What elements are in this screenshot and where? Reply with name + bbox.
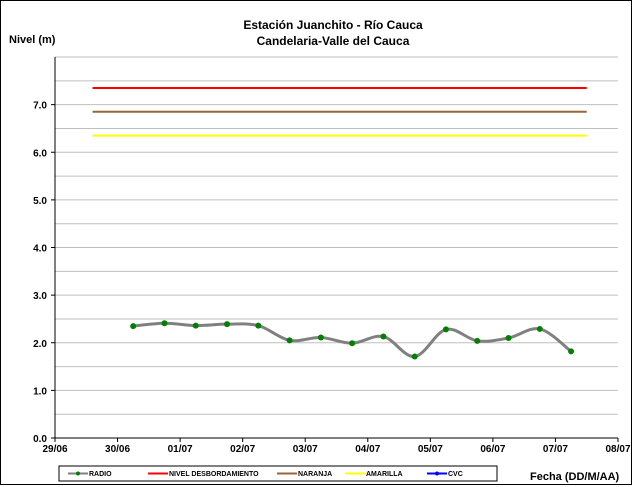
y-tick-label: 5.0	[33, 196, 47, 207]
data-point	[411, 353, 418, 360]
data-point	[255, 322, 262, 329]
x-tick-label: 08/07	[605, 444, 630, 455]
x-tick-label: 30/06	[105, 444, 130, 455]
y-tick-label: 6.0	[33, 148, 47, 159]
series-line-1	[133, 321, 573, 359]
y-tick-label: 0.0	[33, 434, 47, 445]
legend-label: RADIO	[89, 471, 112, 478]
y-tick-label: 4.0	[33, 244, 47, 255]
x-axis-title: Fecha (DD/M/AA)	[530, 471, 620, 483]
data-point	[192, 322, 199, 329]
y-tick-label: 3.0	[33, 291, 47, 302]
legend-marker	[76, 471, 80, 476]
data-point	[130, 323, 137, 330]
data-point	[161, 320, 168, 327]
data-point	[349, 340, 356, 347]
data-point	[224, 321, 231, 328]
data-point	[317, 334, 324, 341]
data-point	[505, 334, 512, 341]
data-point	[536, 325, 543, 332]
legend-marker	[435, 471, 439, 476]
legend-label: NARANJA	[298, 471, 332, 478]
x-tick-label: 07/07	[543, 444, 568, 455]
legend-label: NIVEL DESBORDAMIENTO	[169, 471, 259, 478]
y-tick-label: 1.0	[33, 386, 47, 397]
chart-title: Estación Juanchito - Río Cauca	[243, 18, 423, 32]
x-tick-label: 03/07	[293, 444, 318, 455]
legend-label: CVC	[448, 471, 463, 478]
y-tick-label: 7.0	[33, 101, 47, 112]
data-point	[568, 348, 575, 355]
x-tick-label: 04/07	[355, 444, 380, 455]
y-axis-title: Nivel (m)	[9, 34, 56, 46]
x-tick-label: 29/06	[42, 444, 67, 455]
data-point	[442, 326, 449, 333]
chart-subtitle: Candelaria-Valle del Cauca	[257, 34, 410, 48]
y-tick-label: 2.0	[33, 339, 47, 350]
x-tick-label: 01/07	[168, 444, 193, 455]
x-tick-label: 05/07	[418, 444, 443, 455]
data-point	[474, 337, 481, 344]
x-tick-label: 02/07	[230, 444, 255, 455]
data-point	[380, 333, 387, 340]
data-point	[286, 337, 293, 344]
x-tick-label: 06/07	[480, 444, 505, 455]
legend-label: AMARILLA	[366, 471, 403, 478]
